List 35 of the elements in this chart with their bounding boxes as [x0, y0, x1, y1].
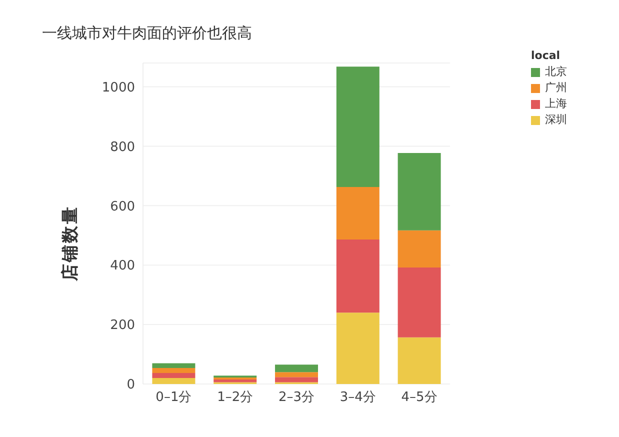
bar [336, 186, 380, 240]
legend-label: 北京 [545, 64, 567, 80]
bar [398, 153, 441, 230]
legend-label: 深圳 [545, 112, 567, 128]
bar [398, 230, 441, 268]
bar [214, 380, 257, 382]
x-tick-label: 2–3分 [278, 390, 315, 406]
bar [275, 377, 318, 382]
x-tick-label: 0–1分 [156, 390, 192, 406]
bar [214, 377, 257, 380]
chart-title: 一线城市对牛肉面的评价也很高 [42, 24, 252, 43]
bar [152, 378, 196, 384]
x-tick-label: 1–2分 [217, 390, 254, 406]
x-tick-label: 3–4分 [340, 390, 376, 406]
y-tick-label: 200 [110, 318, 135, 334]
bar [336, 240, 380, 313]
bar [275, 372, 318, 378]
bar [152, 363, 196, 368]
bar [336, 66, 380, 187]
bar [275, 364, 318, 372]
bar [336, 312, 380, 384]
bar [398, 267, 441, 338]
y-tick-label: 800 [110, 140, 135, 155]
legend-label: 上海 [545, 96, 567, 112]
y-tick-label: 600 [110, 199, 135, 214]
bar [152, 368, 196, 374]
y-tick-label: 0 [126, 378, 135, 393]
legend-title: local [531, 48, 562, 64]
bar [398, 337, 441, 384]
x-tick-label: 4–5分 [401, 390, 438, 406]
legend-label: 广州 [545, 80, 567, 96]
y-tick-label: 1000 [102, 80, 135, 96]
y-axis-title: 店铺数量 [60, 205, 82, 281]
y-tick-label: 400 [110, 258, 135, 274]
bar [152, 373, 196, 378]
